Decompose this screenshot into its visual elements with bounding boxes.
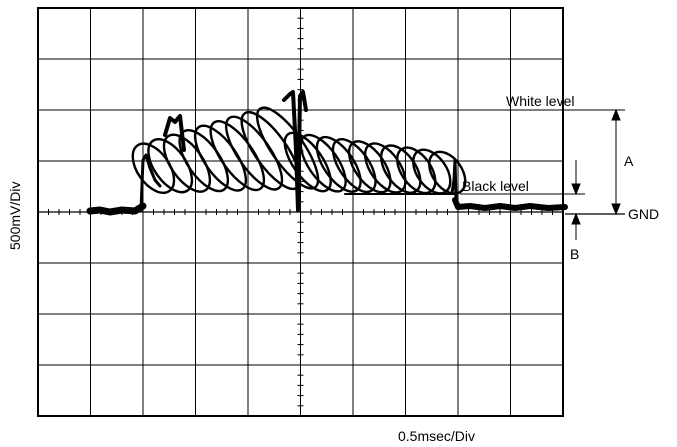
white-level-label: White level [506, 93, 574, 109]
b-arrow-bottom-head [571, 212, 581, 225]
y-scale-label: 500mV/Div [7, 182, 23, 250]
left-sync-tip [86, 202, 147, 216]
b-arrow-top-head [571, 183, 581, 196]
a-label: A [624, 153, 634, 169]
waveform-loop [299, 133, 347, 193]
waveform-loop [315, 135, 362, 193]
black-level-label: Black level [462, 178, 529, 194]
front-porch-edge [139, 153, 162, 212]
waveform-loop [379, 144, 422, 194]
left-start-spike [163, 114, 186, 152]
level-markers [460, 108, 625, 240]
a-arrow-up-head [611, 108, 621, 121]
waveform-loop [396, 146, 437, 195]
waveform-loop [428, 150, 467, 195]
waveform-trace [86, 90, 568, 216]
gnd-label: GND [628, 206, 659, 222]
a-arrow-down-head [611, 203, 621, 216]
b-label: B [570, 246, 579, 262]
center-spike [282, 90, 308, 212]
back-porch-edge [450, 158, 458, 202]
x-scale-label: 0.5msec/Div [398, 428, 475, 444]
right-sync-tip [452, 197, 568, 211]
